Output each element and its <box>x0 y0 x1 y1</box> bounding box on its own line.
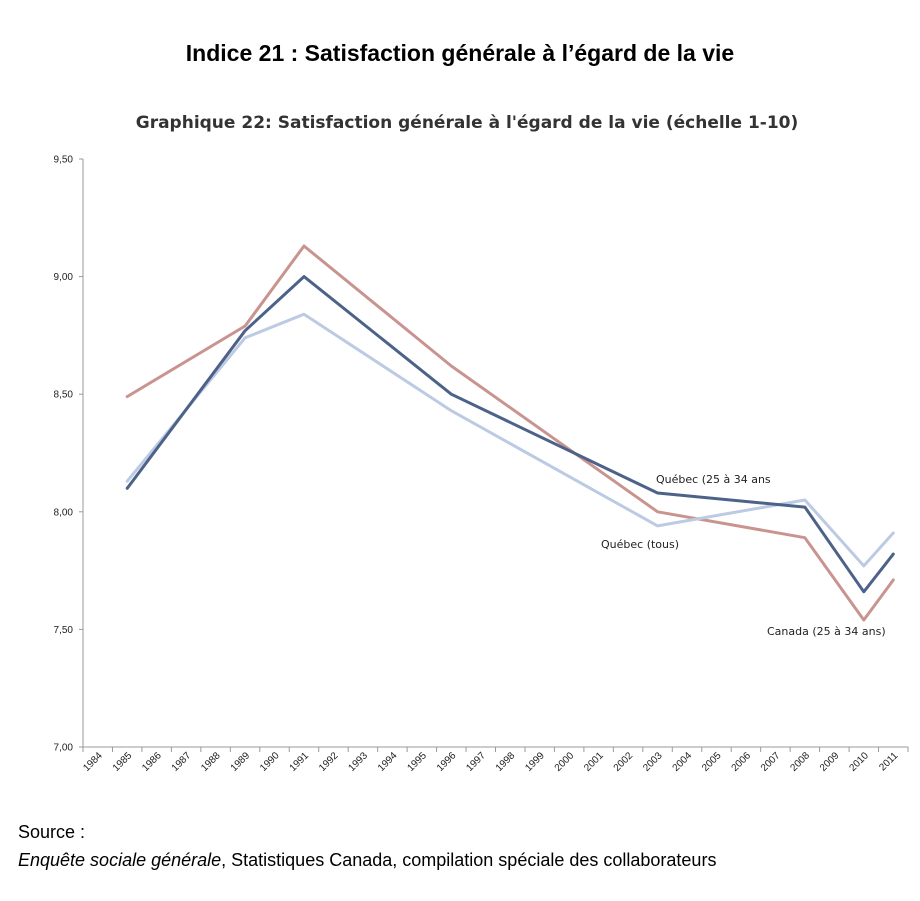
x-tick-label: 1986 <box>140 750 164 774</box>
y-tick-label: 8,00 <box>54 507 74 518</box>
series-line-1 <box>125 312 895 568</box>
chart-title: Graphique 22: Satisfaction générale à l'… <box>136 113 799 133</box>
x-tick-label: 2000 <box>553 750 577 774</box>
x-tick-label: 2001 <box>582 750 606 774</box>
x-tick-label: 1997 <box>464 750 488 774</box>
x-tick-label: 1993 <box>347 750 371 774</box>
series-label-canada-25-34: Canada (25 à 34 ans) <box>767 625 886 638</box>
series-line-2 <box>125 275 895 594</box>
x-tick-label: 2002 <box>612 750 636 774</box>
x-tick-label: 2010 <box>847 750 871 774</box>
page-heading: Indice 21 : Satisfaction générale à l’ég… <box>185 40 735 66</box>
x-tick-label: 1990 <box>258 750 282 774</box>
source-label: Source : <box>18 822 86 842</box>
x-tick-label: 2008 <box>788 750 812 774</box>
line-chart: Graphique 22: Satisfaction générale à l'… <box>54 113 909 774</box>
y-ticks: 7,00 7,50 8,00 8,50 9,00 9,50 <box>54 155 83 754</box>
series-labels: Québec (25 à 34 ans Québec (tous) Canada… <box>601 473 886 638</box>
x-tick-label: 2007 <box>759 750 783 774</box>
y-tick-label: 7,50 <box>54 625 74 636</box>
x-tick-label: 1996 <box>435 750 459 774</box>
x-tick-label: 1998 <box>494 750 518 774</box>
x-tick-label: 1984 <box>81 750 105 774</box>
y-tick-label: 8,50 <box>54 390 74 401</box>
x-tick-label: 1987 <box>170 750 194 774</box>
source-rest: , Statistiques Canada, compilation spéci… <box>221 850 717 870</box>
x-tick-label: 1995 <box>405 750 429 774</box>
x-tick-label: 2004 <box>671 750 695 774</box>
x-tick-label: 1994 <box>376 750 400 774</box>
x-tick-label: 1985 <box>111 750 135 774</box>
x-tick-label: 1991 <box>288 750 312 774</box>
x-tick-label: 1992 <box>317 750 341 774</box>
y-tick-label: 9,50 <box>54 155 74 166</box>
x-tick-label: 1989 <box>229 750 253 774</box>
series-line-0 <box>125 244 895 622</box>
x-tick-label: 2006 <box>730 750 754 774</box>
x-tick-label: 2003 <box>641 750 665 774</box>
x-ticks: 1984 1985 1986 1987 1988 1989 1990 1991 1992 1993… <box>81 747 909 774</box>
source-title: Enquête sociale générale <box>18 850 222 870</box>
y-tick-label: 7,00 <box>54 743 74 754</box>
x-tick-label: 2005 <box>700 750 724 774</box>
x-tick-label: 1999 <box>523 750 547 774</box>
y-tick-label: 9,00 <box>54 272 74 283</box>
series-label-quebec-25-34: Québec (25 à 34 ans <box>656 473 771 486</box>
series-lines <box>125 244 895 622</box>
x-tick-label: 2011 <box>877 750 900 773</box>
x-tick-label: 2009 <box>818 750 842 774</box>
x-tick-label: 1988 <box>199 750 223 774</box>
source-block: Source : Enquête sociale générale, Stati… <box>18 818 716 874</box>
series-label-quebec-tous: Québec (tous) <box>601 538 679 551</box>
